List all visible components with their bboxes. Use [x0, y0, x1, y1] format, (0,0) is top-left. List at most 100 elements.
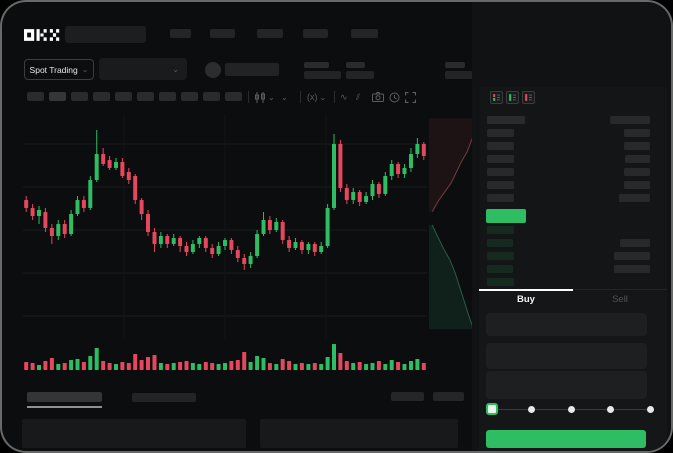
- timeframe-button[interactable]: [225, 92, 242, 101]
- chart-layout-icon[interactable]: ⌄: [281, 90, 288, 104]
- stat-label-bar: [346, 62, 365, 68]
- stat-value-bar: [346, 71, 374, 79]
- chevron-down-icon: ⌄: [81, 65, 89, 74]
- history-clock-icon[interactable]: [389, 90, 400, 104]
- amount-input-placeholder[interactable]: [486, 343, 647, 369]
- price-bar: [487, 181, 514, 189]
- bid-row[interactable]: [487, 278, 657, 286]
- camera-icon[interactable]: [372, 90, 384, 104]
- bid-row[interactable]: [487, 226, 657, 234]
- buy-submit-button[interactable]: [486, 430, 646, 448]
- ask-row[interactable]: [487, 155, 657, 163]
- timeframe-button[interactable]: [71, 92, 88, 101]
- ask-row[interactable]: [487, 181, 657, 189]
- depth-chart[interactable]: [429, 114, 482, 336]
- indicators-wave-icon[interactable]: ∿: [340, 90, 348, 104]
- market-type-selector[interactable]: Spot Trading ⌄: [24, 59, 94, 80]
- market-type-label: Spot Trading: [29, 64, 78, 75]
- slider-stop-100[interactable]: [647, 406, 654, 413]
- price-bar: [487, 265, 513, 273]
- fx-indicator-icon[interactable]: (x) ⌄: [307, 90, 326, 104]
- slider-stop-75[interactable]: [607, 406, 614, 413]
- amount-bar: [614, 265, 650, 273]
- fx-glyph: (x): [307, 92, 318, 102]
- chevron-down-icon: ⌄: [172, 64, 179, 74]
- ask-row[interactable]: [487, 168, 657, 176]
- total-input-placeholder[interactable]: [486, 371, 647, 399]
- timeframe-button-active[interactable]: [49, 92, 66, 101]
- timeframe-button[interactable]: [159, 92, 176, 101]
- timeframe-button[interactable]: [181, 92, 198, 101]
- order-panel: Buy Sell: [472, 2, 671, 451]
- wave-glyph: ∿: [340, 91, 348, 102]
- amount-slider-handle[interactable]: [486, 403, 498, 415]
- orders-tab[interactable]: [132, 393, 196, 402]
- amount-bar: [610, 116, 650, 124]
- last-price-bar: [486, 209, 526, 223]
- bid-row[interactable]: [487, 252, 657, 260]
- avatar[interactable]: [205, 62, 221, 78]
- timeframe-button[interactable]: [93, 92, 110, 101]
- compare-icon[interactable]: ⫽: [356, 90, 360, 104]
- price-input-placeholder[interactable]: [486, 313, 647, 336]
- amount-bar: [614, 252, 650, 260]
- ticker-stat-placeholder: [445, 62, 473, 79]
- slider-stop-50[interactable]: [568, 406, 575, 413]
- global-search-placeholder[interactable]: [65, 26, 146, 43]
- ask-row[interactable]: [487, 194, 657, 202]
- candle-style-icon[interactable]: ⌄: [254, 90, 275, 104]
- amount-bar: [624, 168, 650, 176]
- price-bar: [487, 142, 514, 150]
- compare-glyph: ⫽: [356, 91, 361, 102]
- toolbar-divider: [300, 91, 301, 103]
- orders-tab-underline: [27, 406, 102, 408]
- nav-item-placeholder[interactable]: [257, 29, 283, 38]
- toolbar-divider: [334, 91, 335, 103]
- nav-item-placeholder[interactable]: [303, 29, 328, 38]
- amount-bar: [619, 194, 650, 202]
- order-book: [479, 87, 667, 289]
- nav-item-placeholder[interactable]: [170, 29, 191, 38]
- ask-row[interactable]: [487, 129, 657, 137]
- orders-action-button[interactable]: [391, 392, 424, 401]
- orders-action-button[interactable]: [433, 392, 464, 401]
- pair-selector-dropdown[interactable]: ⌄: [99, 58, 187, 80]
- pair-title-placeholder: [225, 63, 279, 76]
- price-bar: [487, 239, 513, 247]
- book-mode-bids-icon[interactable]: [506, 91, 519, 104]
- nav-item-placeholder[interactable]: [210, 29, 235, 38]
- book-header-row[interactable]: [487, 116, 657, 124]
- side-tabs: Buy Sell: [479, 289, 667, 308]
- orders-table-placeholder: [260, 419, 458, 448]
- ask-row[interactable]: [487, 142, 657, 150]
- fullscreen-icon[interactable]: [405, 90, 416, 104]
- candlestick-chart[interactable]: [23, 114, 427, 372]
- tab-sell[interactable]: Sell: [573, 290, 667, 308]
- ticker-stat-placeholder: [304, 62, 341, 79]
- slider-stop-25[interactable]: [528, 406, 535, 413]
- chevron-down-icon: ⌄: [268, 92, 275, 102]
- timeframe-button[interactable]: [115, 92, 132, 101]
- price-bar: [487, 129, 514, 137]
- book-mode-asks-icon[interactable]: [522, 91, 535, 104]
- book-mode-both-icon[interactable]: [490, 91, 503, 104]
- bid-row[interactable]: [487, 265, 657, 273]
- price-bar: [487, 278, 514, 286]
- orders-tab-active[interactable]: [27, 392, 102, 402]
- order-form: [479, 308, 667, 451]
- amount-bar: [620, 239, 650, 247]
- okx-logo[interactable]: [24, 27, 60, 43]
- timeframe-button[interactable]: [203, 92, 220, 101]
- bid-row[interactable]: [487, 239, 657, 247]
- price-bar: [487, 226, 514, 234]
- stat-label-bar: [304, 62, 329, 68]
- last-price-row[interactable]: [486, 209, 656, 223]
- timeframe-button[interactable]: [137, 92, 154, 101]
- ticker-stat-placeholder: [346, 62, 374, 79]
- orders-table-placeholder: [22, 419, 246, 448]
- stat-label-bar: [445, 62, 465, 68]
- timeframe-button[interactable]: [27, 92, 44, 101]
- nav-item-placeholder[interactable]: [351, 29, 378, 38]
- tab-buy[interactable]: Buy: [479, 289, 573, 308]
